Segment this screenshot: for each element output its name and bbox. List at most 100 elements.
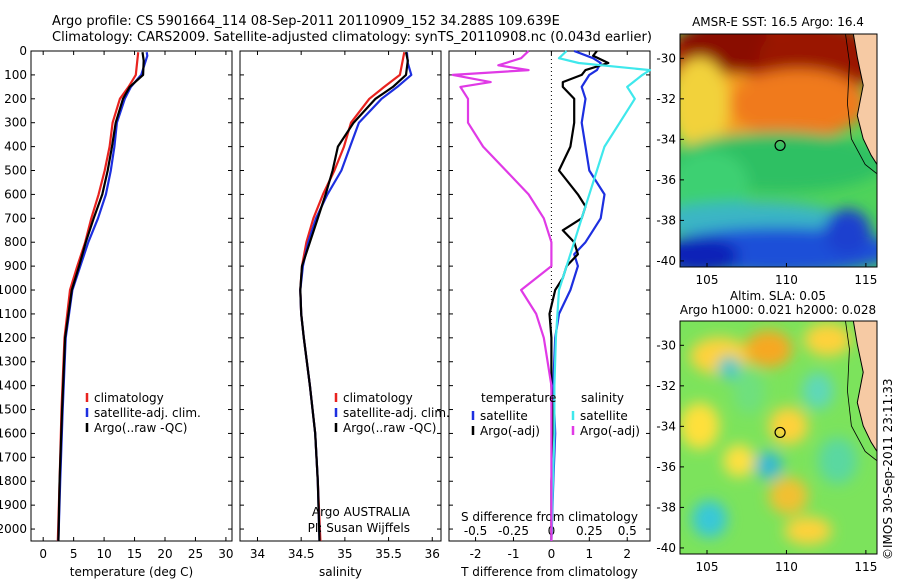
xtick-label: 2 (623, 547, 631, 561)
land-mass (852, 321, 877, 453)
map-color-blob (691, 500, 728, 538)
xtick-label: -2 (470, 547, 482, 561)
xaxis-label: salinity (319, 565, 362, 579)
land-mass (852, 34, 877, 166)
argo-location-marker (774, 426, 786, 439)
map-color-blob (754, 451, 783, 480)
map-xtick-label: 110 (775, 273, 798, 287)
map-color-blob (680, 402, 720, 450)
plot-frame-temperature (30, 50, 233, 542)
map-sst: 105 110 115 -30 -32 -34 -36 -38 -40 (656, 33, 878, 287)
map-ytick-label: -30 (656, 338, 676, 352)
plot-frame-salinity (239, 50, 442, 542)
isobath-line (845, 321, 877, 462)
map-frame (679, 33, 878, 268)
ytick-label: 1900 (0, 498, 27, 512)
map-ytick-label: -36 (656, 460, 676, 474)
legend-entry: climatology (94, 391, 164, 405)
ytick-label: 2000 (0, 522, 27, 536)
stick-label: 0.25 (576, 524, 603, 538)
argo-location-marker (774, 139, 786, 152)
map-color-blob (802, 372, 834, 410)
panel-difference: -2 -1 0 1 2 T difference from climatology -0.5… (448, 49, 652, 579)
panel-salinity: 34 34.5 35 35.5 36 salinity climatologysatelli… (239, 50, 450, 579)
saxis-label: S difference from climatology (461, 510, 638, 524)
series-line-salinity-satellite (550, 50, 652, 542)
stick-label: -0.25 (498, 524, 529, 538)
map-xtick-label: 105 (696, 273, 719, 287)
xtick-label: 25 (188, 547, 203, 561)
map-color-blob (733, 367, 765, 415)
map-ytick-label: -40 (656, 541, 676, 555)
xtick-label: -1 (507, 547, 519, 561)
ytick-label: 1800 (0, 474, 27, 488)
map-xtick-label: 115 (854, 560, 877, 574)
xtick-label: 0 (548, 547, 556, 561)
ytick-label: 0 (19, 44, 27, 58)
xtick-label: 35.5 (375, 547, 402, 561)
map-color-blob (680, 57, 730, 151)
isobath-line (845, 34, 877, 175)
stick-label: 0.5 (618, 524, 637, 538)
map-color-blob (723, 444, 755, 478)
legend-entry: Argo(..raw -QC) (343, 421, 436, 435)
map-field-sst (680, 34, 877, 267)
xtick-label: 34.5 (288, 547, 315, 561)
map-color-blob (768, 407, 809, 445)
plot-title-line1: Argo profile: CS 5901664_114 08-Sep-2011… (52, 14, 560, 29)
map-sla-subtitle: Argo h1000: 0.021 h2000: 0.028 (680, 303, 876, 317)
legend-entry: Argo(..raw -QC) (94, 421, 187, 435)
ytick-label: 1300 (0, 355, 27, 369)
ytick-label: 500 (4, 164, 27, 178)
xtick-label: 30 (218, 547, 233, 561)
map-color-blob (745, 330, 793, 368)
xtick-label: 5 (70, 547, 78, 561)
xtick-label: 34 (250, 547, 265, 561)
plot-title-line2: Climatology: CARS2009. Satellite-adjuste… (52, 30, 652, 45)
map-color-blob (817, 437, 858, 485)
xtick-label: 20 (157, 547, 172, 561)
ytick-label: 400 (4, 140, 27, 154)
legend-entry: climatology (343, 391, 413, 405)
legend-entry: Argo(-adj) (480, 424, 540, 438)
xtick-label: 1 (586, 547, 594, 561)
legend-entry: Argo(-adj) (580, 424, 640, 438)
ytick-label: 800 (4, 235, 27, 249)
ytick-label: 600 (4, 187, 27, 201)
ytick-label: 1200 (0, 331, 27, 345)
xaxis-label: temperature (deg C) (70, 565, 193, 579)
ytick-label: 1600 (0, 426, 27, 440)
xtick-label: 0 (39, 547, 47, 561)
xtick-label: 35 (337, 547, 352, 561)
map-color-blob (729, 68, 868, 139)
map-color-blob (717, 355, 742, 380)
map-frame (679, 320, 878, 555)
plot-frame-difference (448, 50, 651, 542)
ytick-label: 1400 (0, 379, 27, 393)
stick-label: -0.5 (464, 524, 487, 538)
annotation-line: Argo AUSTRALIA (312, 505, 411, 519)
map-color-blob (804, 323, 852, 356)
map-color-field (680, 34, 877, 267)
map-ytick-label: -38 (656, 213, 676, 227)
map-field-sla (680, 321, 877, 554)
ytick-label: 1000 (0, 283, 27, 297)
ytick-label: 1100 (0, 307, 27, 321)
map-ytick-label: -38 (656, 500, 676, 514)
series-line-argorawqc (299, 51, 409, 542)
map-color-blob (768, 477, 809, 515)
legend-entry: satellite (580, 409, 628, 423)
map-sla-title: Altim. SLA: 0.05 (730, 289, 826, 303)
ytick-label: 1500 (0, 403, 27, 417)
legend-entry: satellite-adj. clim. (94, 406, 201, 420)
credit-text: ©IMOS 30-Sep-2011 23:11:33 (881, 378, 895, 560)
legend-title: temperature (481, 391, 556, 405)
map-sla: 105 110 115 -30 -32 -34 -36 -38 -40 (656, 320, 878, 574)
legend-title: salinity (581, 391, 624, 405)
ytick-label: 1700 (0, 450, 27, 464)
map-color-blob (823, 208, 872, 256)
map-ytick-label: -34 (656, 132, 676, 146)
panel-temperature: 0100200300400500600700800900100011001200… (0, 44, 234, 579)
xtick-label: 10 (96, 547, 111, 561)
